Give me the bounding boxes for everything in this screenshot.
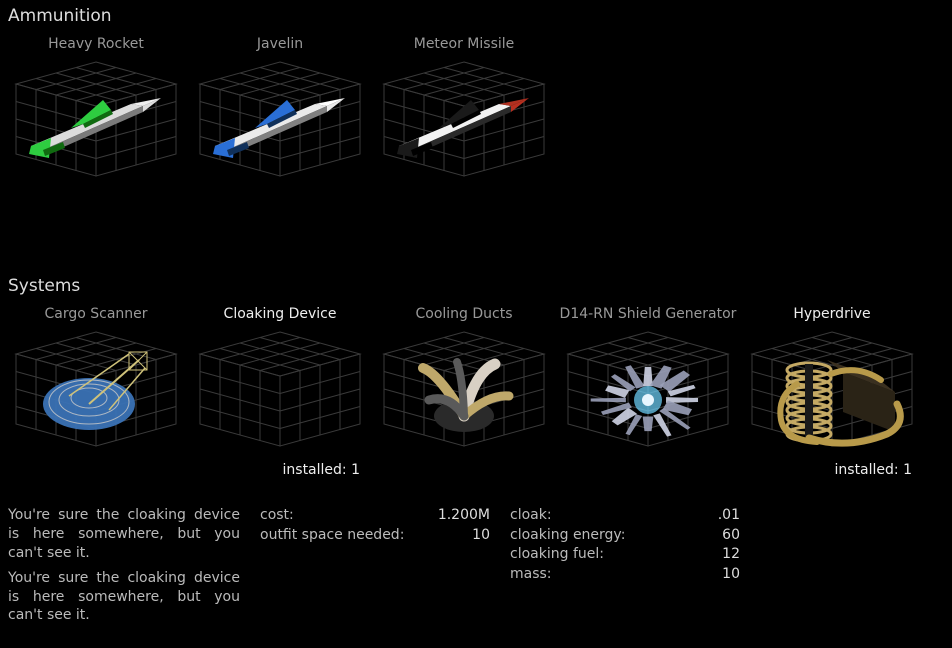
stat-label: cloaking fuel: xyxy=(510,545,604,565)
stat-row: cloaking fuel: 12 xyxy=(510,545,740,565)
stat-row: mass: 10 xyxy=(510,565,740,585)
ammo-card-0[interactable]: Heavy Rocket xyxy=(6,30,186,230)
item-preview xyxy=(195,324,365,454)
stat-value: 10 xyxy=(472,526,490,546)
description-paragraph: You're sure the cloaking device is here … xyxy=(8,506,240,563)
sys-card-0[interactable]: Cargo Scanner xyxy=(6,300,186,500)
sys-card-2[interactable]: Cooling Ducts xyxy=(374,300,554,500)
stat-value: .01 xyxy=(718,506,740,526)
ammunition-row: Heavy Rocket Javelin xyxy=(0,30,952,230)
installed-label: installed: 1 xyxy=(835,462,912,478)
stat-value: 10 xyxy=(722,565,740,585)
stats-left-column: cost: 1.200M outfit space needed: 10 xyxy=(260,506,490,631)
ammo-card-1[interactable]: Javelin xyxy=(190,30,370,230)
item-label: Javelin xyxy=(190,30,370,54)
item-label: Cargo Scanner xyxy=(6,300,186,324)
stat-value: 1.200M xyxy=(438,506,490,526)
stat-label: cost: xyxy=(260,506,294,526)
stat-label: mass: xyxy=(510,565,552,585)
item-label: Hyperdrive xyxy=(742,300,922,324)
item-label: Cloaking Device xyxy=(190,300,370,324)
section-systems-header: Systems xyxy=(0,270,952,300)
item-label: Cooling Ducts xyxy=(374,300,554,324)
sys-card-3[interactable]: D14-RN Shield Generator xyxy=(558,300,738,500)
stats-right-column: cloak: .01 cloaking energy: 60 cloaking … xyxy=(510,506,740,631)
stat-label: outfit space needed: xyxy=(260,526,404,546)
item-label: Meteor Missile xyxy=(374,30,554,54)
stat-row: outfit space needed: 10 xyxy=(260,526,490,546)
description-column: You're sure the cloaking device is here … xyxy=(8,506,240,631)
item-label: Heavy Rocket xyxy=(6,30,186,54)
info-area: You're sure the cloaking device is here … xyxy=(0,500,952,637)
description-paragraph: You're sure the cloaking device is here … xyxy=(8,569,240,626)
section-ammunition-header: Ammunition xyxy=(0,0,952,30)
stat-label: cloak: xyxy=(510,506,552,526)
item-preview xyxy=(747,324,917,454)
stat-label: cloaking energy: xyxy=(510,526,625,546)
installed-label: installed: 1 xyxy=(283,462,360,478)
sys-card-4[interactable]: Hyperdrive installed: 1 xyxy=(742,300,922,500)
stat-row: cloaking energy: 60 xyxy=(510,526,740,546)
sys-card-1[interactable]: Cloaking Device installed: 1 xyxy=(190,300,370,500)
item-preview xyxy=(379,54,549,184)
item-preview xyxy=(11,54,181,184)
stat-value: 60 xyxy=(722,526,740,546)
stat-row: cost: 1.200M xyxy=(260,506,490,526)
systems-row: Cargo Scanner Cloaking Device installed:… xyxy=(0,300,952,500)
item-preview xyxy=(379,324,549,454)
item-preview xyxy=(11,324,181,454)
stat-value: 12 xyxy=(722,545,740,565)
item-preview xyxy=(563,324,733,454)
ammo-card-2[interactable]: Meteor Missile xyxy=(374,30,554,230)
stat-row: cloak: .01 xyxy=(510,506,740,526)
item-label: D14-RN Shield Generator xyxy=(558,300,738,324)
item-preview xyxy=(195,54,365,184)
